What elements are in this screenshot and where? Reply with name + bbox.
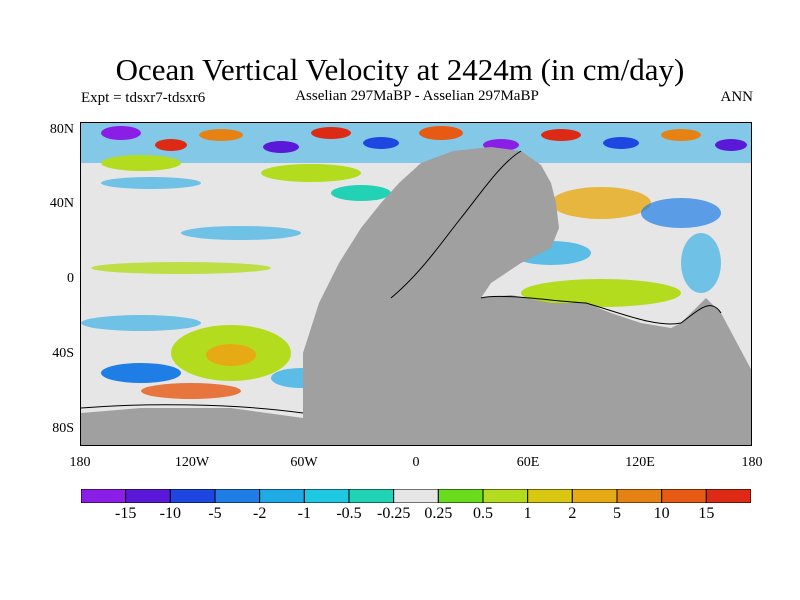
- colorbar-swatch: [259, 489, 305, 503]
- colorbar-swatch: [169, 489, 216, 503]
- colorbar-label: 5: [613, 505, 621, 522]
- colorbar: [81, 489, 751, 503]
- southern-landmass: [81, 408, 303, 445]
- colorbar-label: -1: [297, 505, 311, 522]
- colorbar-swatch: [616, 489, 663, 503]
- x-tick-label: 180: [741, 455, 763, 470]
- y-tick-label: 80S: [52, 421, 74, 436]
- y-tick-label: 80N: [49, 122, 74, 137]
- colorbar-swatch: [303, 489, 350, 503]
- colorbar-swatch: [81, 489, 127, 503]
- y-tick-label: 40N: [49, 196, 74, 211]
- colorbar-label: 0.5: [473, 505, 493, 522]
- inner-coastline: [390, 150, 522, 299]
- colorbar-label: -15: [114, 505, 137, 522]
- colorbar-swatch: [125, 489, 171, 503]
- season-label: ANN: [720, 89, 754, 105]
- arctic-band: [81, 123, 751, 163]
- colorbar-swatch: [482, 489, 529, 503]
- colorbar-swatch: [214, 489, 261, 503]
- southern-coastline: [81, 404, 304, 414]
- colorbar-swatch: [437, 489, 484, 503]
- period-label: Asselian 297MaBP - Asselian 297MaBP: [295, 88, 539, 104]
- colorbar-label: 2: [568, 505, 577, 522]
- colorbar-swatch: [571, 489, 618, 503]
- colorbar-swatch: [393, 489, 439, 503]
- map-panel: [80, 122, 752, 446]
- x-tick-label: 180: [69, 455, 91, 470]
- x-tick-label: 60E: [516, 455, 540, 470]
- colorbar-label: -2: [252, 505, 267, 522]
- colorbar-label: -10: [159, 505, 181, 522]
- colorbar-swatch: [527, 489, 573, 503]
- colorbar-label: 10: [653, 505, 670, 522]
- x-tick-label: 120W: [174, 455, 210, 470]
- x-tick-label: 0: [412, 455, 420, 470]
- colorbar-swatch: [705, 489, 751, 503]
- map-title: Ocean Vertical Velocity at 2424m (in cm/…: [115, 52, 685, 87]
- colorbar-label: 0.25: [424, 505, 453, 522]
- colorbar-swatch: [348, 489, 395, 503]
- colorbar-label: -5: [208, 505, 222, 522]
- x-tick-label: 60W: [290, 455, 318, 470]
- colorbar-label: 1: [523, 505, 532, 522]
- colorbar-label: -0.5: [336, 505, 362, 522]
- colorbar-label: -0.25: [376, 505, 411, 522]
- tethys-coastline: [480, 295, 722, 325]
- pangaea-landmass: [303, 147, 751, 445]
- y-tick-label: 40S: [52, 346, 74, 361]
- map-svg: [81, 123, 751, 445]
- experiment-label: Expt = tdsxr7-tdsxr6: [81, 90, 206, 106]
- colorbar-label: 15: [698, 505, 715, 522]
- colorbar-swatch: [661, 489, 707, 503]
- y-tick-label: 0: [67, 271, 74, 286]
- x-tick-label: 120E: [625, 455, 655, 470]
